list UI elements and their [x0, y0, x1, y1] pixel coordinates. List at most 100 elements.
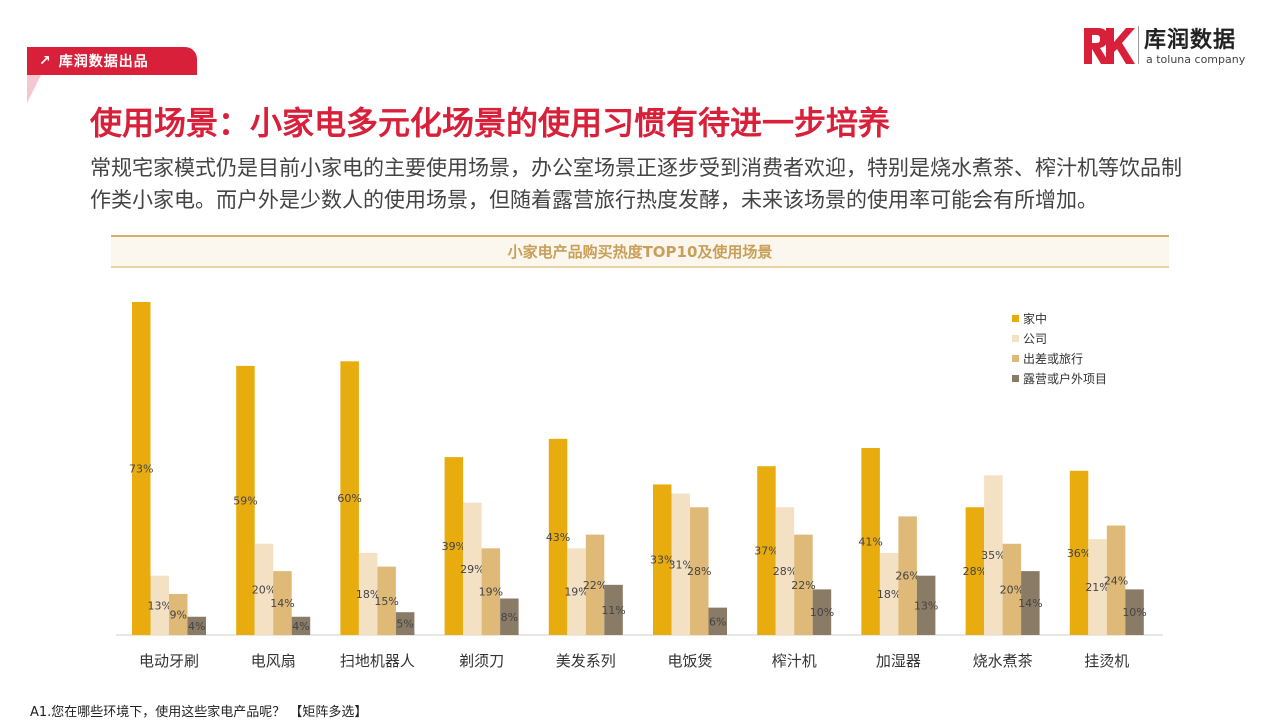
logo-subtitle: a toluna company: [1146, 53, 1246, 66]
page-description: 常规宅家模式仍是目前小家电的主要使用场景，办公室场景正逐步受到消费者欢迎，特别是…: [90, 156, 1182, 212]
logo-mark-icon: [1084, 28, 1135, 64]
data-label: 19%: [564, 586, 588, 599]
data-label: 4%: [292, 620, 309, 633]
chart-title: 小家电产品购买热度TOP10及使用场景: [507, 243, 773, 261]
data-label: 19%: [479, 586, 503, 599]
tag-tail: [27, 75, 41, 103]
bar-1-1: [132, 302, 151, 635]
bar-3-2: [273, 571, 292, 635]
bar-2-1: [150, 575, 169, 635]
footnote: A1.您在哪些环境下，使用这些家电产品呢？ 【矩阵多选】: [30, 705, 368, 720]
bar-3-1: [169, 593, 188, 635]
bar-4-10: [1125, 589, 1144, 635]
data-label: 31%: [669, 558, 693, 571]
bar-3-10: [1106, 525, 1126, 635]
data-label: 73%: [129, 463, 153, 476]
bar-1-8: [861, 447, 880, 635]
data-label: 60%: [337, 492, 361, 505]
legend-swatch: [1012, 374, 1019, 382]
x-tick-label: 烧水煮茶: [973, 652, 1033, 670]
bar-1-10: [1069, 470, 1089, 635]
x-tick-label: 电动牙刷: [139, 652, 199, 670]
bar-2-6: [671, 493, 690, 635]
data-label: 6%: [709, 615, 726, 628]
bar-1-3: [340, 361, 359, 635]
legend-item: 公司: [1012, 328, 1107, 348]
data-label: 9%: [170, 608, 187, 621]
bar-1-6: [653, 484, 672, 635]
data-label: 10%: [810, 606, 834, 619]
data-label: 36%: [1067, 547, 1091, 560]
x-tick-label: 电风扇: [251, 652, 296, 670]
bar-3-7: [794, 534, 813, 635]
data-label: 15%: [374, 595, 398, 608]
data-label: 29%: [460, 563, 484, 576]
bar-4-6: [708, 607, 727, 635]
bar-4-8: [916, 575, 936, 635]
data-label: 14%: [270, 597, 294, 610]
bar-2-4: [463, 502, 482, 635]
data-label: 43%: [546, 531, 570, 544]
company-logo: 库润数据 a toluna company: [1080, 22, 1260, 70]
bar-2-5: [567, 548, 586, 635]
bar-1-5: [548, 438, 568, 635]
x-tick-label: 美发系列: [556, 652, 616, 670]
bar-3-9: [1002, 543, 1022, 635]
bar-4-9: [1021, 571, 1040, 635]
data-label: 24%: [1104, 574, 1128, 587]
data-label: 20%: [1000, 583, 1024, 596]
legend-swatch: [1012, 334, 1019, 342]
chart-legend: 家中 公司 出差或旅行 露营或户外项目: [1012, 308, 1107, 388]
page-title: 使用场景：小家电多元化场景的使用习惯有待进一步培养: [90, 104, 891, 142]
source-tag-label: 库润数据出品: [58, 54, 149, 70]
data-label: 13%: [914, 599, 938, 612]
bar-4-2: [291, 616, 311, 635]
data-label: 18%: [356, 588, 380, 601]
bar-3-5: [585, 534, 605, 635]
data-label: 14%: [1018, 597, 1042, 610]
data-label: 41%: [858, 535, 882, 548]
data-label: 10%: [1122, 606, 1146, 619]
bar-2-8: [879, 552, 899, 635]
bar-2-7: [775, 507, 795, 635]
chart-title-bar: 小家电产品购买热度TOP10及使用场景: [111, 235, 1169, 268]
data-label: 39%: [442, 540, 466, 553]
data-label: 59%: [233, 494, 257, 507]
x-tick-label: 加湿器: [876, 652, 921, 670]
data-label: 33%: [650, 554, 674, 567]
data-label: 37%: [754, 545, 778, 558]
data-label: 4%: [188, 620, 205, 633]
legend-item: 露营或户外项目: [1012, 368, 1107, 388]
data-label: 28%: [773, 565, 797, 578]
data-label: 8%: [501, 611, 518, 624]
bar-2-3: [358, 552, 378, 635]
legend-item: 出差或旅行: [1012, 348, 1107, 368]
arrow-icon: ↗: [39, 53, 51, 69]
data-label: 5%: [396, 618, 413, 631]
data-label: 22%: [791, 579, 815, 592]
data-label: 26%: [895, 570, 919, 583]
logo-divider: [1138, 26, 1139, 64]
bar-4-1: [187, 616, 206, 635]
x-tick-label: 电饭煲: [667, 652, 712, 670]
bar-3-8: [898, 516, 917, 635]
bar-4-3: [395, 612, 415, 635]
legend-swatch: [1012, 354, 1019, 362]
bar-2-9: [984, 475, 1003, 635]
bar-2-10: [1088, 539, 1107, 635]
legend-swatch: [1012, 314, 1019, 322]
legend-label: 公司: [1023, 331, 1048, 346]
bar-4-5: [604, 584, 623, 635]
x-tick-label: 挂烫机: [1084, 652, 1129, 670]
bar-1-7: [757, 466, 776, 635]
x-tick-label: 扫地机器人: [340, 652, 415, 670]
bar-1-9: [965, 507, 985, 635]
source-tag: ↗ 库润数据出品: [27, 47, 197, 75]
bar-3-3: [377, 566, 396, 635]
bar-3-4: [481, 548, 501, 635]
bar-4-7: [812, 589, 832, 635]
legend-label: 出差或旅行: [1023, 351, 1084, 366]
bar-1-4: [444, 457, 464, 635]
data-label: 18%: [877, 588, 901, 601]
